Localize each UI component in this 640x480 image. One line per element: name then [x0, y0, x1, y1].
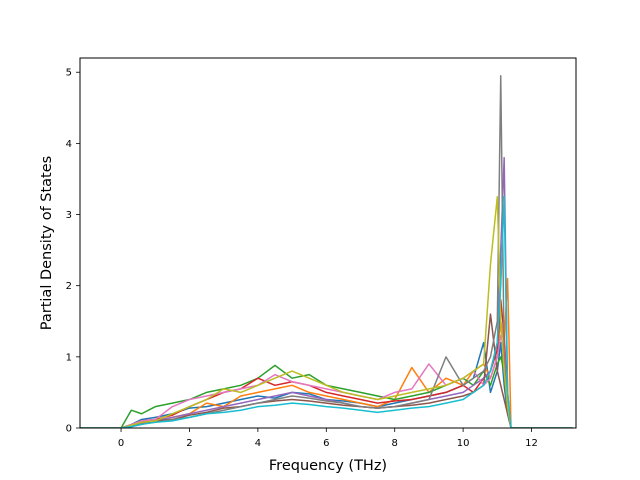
series-line-7 [80, 334, 573, 428]
y-axis: 0 1 2 3 4 5 [66, 68, 80, 435]
x-tick-label: 6 [323, 438, 329, 449]
y-tick-label: 3 [66, 210, 72, 221]
x-tick-label: 10 [457, 438, 470, 449]
series-layer [80, 75, 573, 428]
x-tick-label: 8 [392, 438, 398, 449]
y-tick-label: 1 [66, 352, 72, 363]
x-tick-label: 0 [118, 438, 124, 449]
x-tick-label: 4 [255, 438, 261, 449]
axes-frame [79, 57, 577, 429]
series-line-3 [80, 356, 573, 428]
series-line-10 [80, 196, 573, 428]
x-tick-label: 2 [186, 438, 192, 449]
y-tick-label: 4 [66, 139, 72, 150]
x-axis-label: Frequency (THz) [269, 458, 387, 474]
y-tick-label: 5 [66, 68, 72, 79]
y-tick-label: 0 [66, 424, 72, 435]
y-tick-label: 2 [66, 281, 72, 292]
x-tick-label: 12 [525, 438, 538, 449]
y-axis-label: Partial Density of States [39, 156, 55, 330]
x-axis: 0 2 4 6 8 10 12 [118, 428, 538, 449]
series-line-9 [80, 196, 573, 428]
